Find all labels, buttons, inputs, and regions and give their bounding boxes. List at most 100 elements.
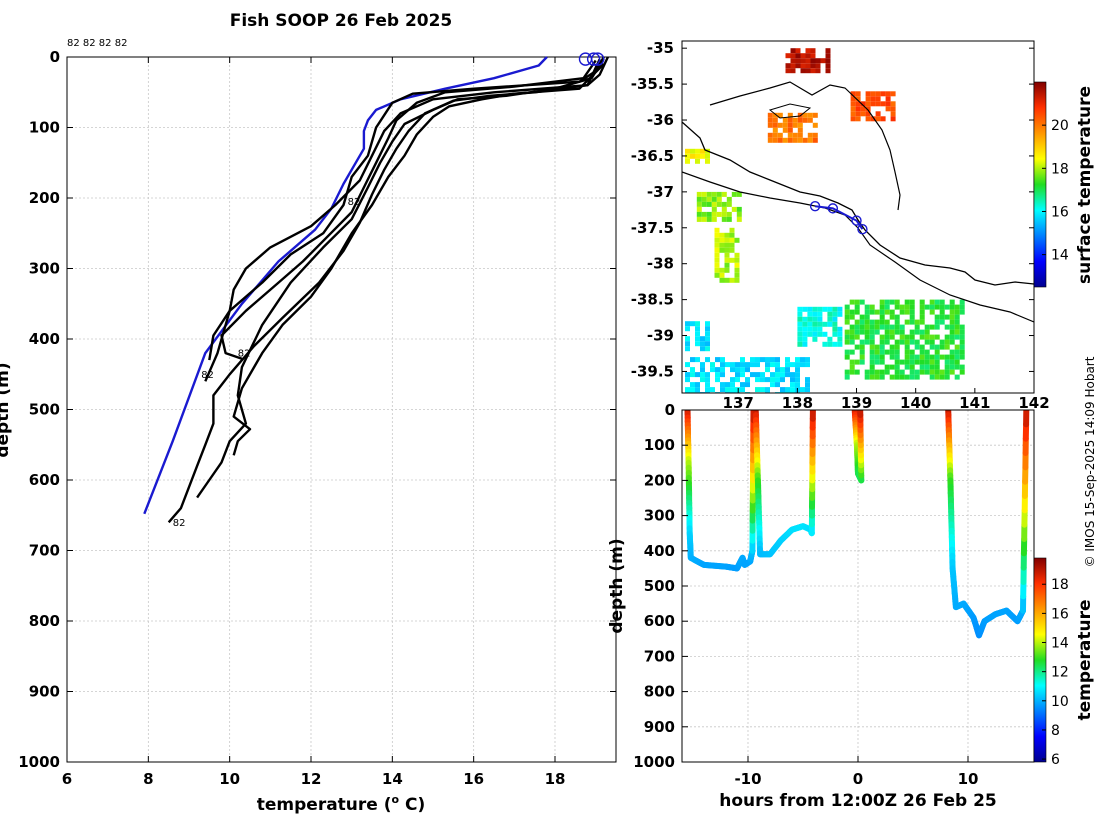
sst-cell xyxy=(904,344,910,350)
sst-cell xyxy=(865,111,871,117)
sst-cell xyxy=(795,58,801,64)
sst-cell xyxy=(785,63,791,69)
sst-cell xyxy=(736,216,742,222)
sst-cell xyxy=(797,122,803,128)
sst-cell xyxy=(854,369,860,375)
profile-panel: 6 8 10 12 14 16 18 0 100 200 300 400 500 600 700 800 90… xyxy=(0,38,617,815)
lat-tick-label--39.5: -39.5 xyxy=(631,362,674,380)
sst-cell xyxy=(874,354,880,360)
sst-cell xyxy=(802,306,808,312)
sst-cell xyxy=(924,354,930,360)
sst-cell xyxy=(864,339,870,345)
sst-cell xyxy=(775,377,780,383)
sst-cell xyxy=(765,367,770,373)
chart-title: Fish SOOP 26 Feb 2025 xyxy=(230,11,453,31)
y-tick-label-900: 900 xyxy=(29,683,60,701)
sst-cell xyxy=(864,329,870,335)
sst-cell xyxy=(710,367,715,373)
sst-cell xyxy=(934,364,940,370)
track-point-1 xyxy=(827,203,839,214)
lat-tick-label--37.5: -37.5 xyxy=(631,219,674,237)
sst-cell xyxy=(730,387,735,393)
sst-cell xyxy=(817,331,823,337)
sst-cell xyxy=(729,227,735,233)
sst-cell xyxy=(795,372,800,378)
sst-cell xyxy=(934,369,940,375)
sst-cell xyxy=(724,247,730,253)
sst-cell xyxy=(874,319,880,325)
sst-cell xyxy=(765,357,770,363)
sst-cell xyxy=(944,354,950,360)
sst-cell xyxy=(807,331,813,337)
sst-cell xyxy=(954,319,960,325)
sst-cell xyxy=(815,58,821,64)
sst-cell xyxy=(874,369,880,375)
sst-cell xyxy=(875,116,881,122)
sst-cell xyxy=(860,101,866,107)
sst-cell xyxy=(894,314,900,320)
sst-cell xyxy=(797,137,803,143)
sst-cell xyxy=(726,216,732,222)
sst-cell xyxy=(855,111,861,117)
sst-cell xyxy=(760,377,765,383)
sst-cell xyxy=(914,324,920,330)
sst-cell xyxy=(716,196,722,202)
sst-cell xyxy=(685,326,690,332)
sst-cell xyxy=(934,299,940,305)
sst-cell xyxy=(772,112,778,118)
sst-cell xyxy=(711,216,717,222)
profile-gridlines xyxy=(66,56,616,763)
sst-cell xyxy=(807,306,813,312)
sst-cell xyxy=(815,63,821,69)
sst-cell xyxy=(729,277,735,283)
sst-cell xyxy=(714,267,720,273)
lat-tick-label--36.5: -36.5 xyxy=(631,147,674,165)
sst-cell xyxy=(854,359,860,365)
sst-cell xyxy=(904,359,910,365)
sst-cell xyxy=(924,334,930,340)
sst-cell xyxy=(884,309,890,315)
sst-cell xyxy=(850,111,856,117)
sst-cell xyxy=(880,91,886,97)
sst-cell xyxy=(797,132,803,138)
sst-cell xyxy=(859,359,865,365)
sst-cell xyxy=(837,331,843,337)
sst-cell xyxy=(807,326,813,332)
sst-cell xyxy=(874,309,880,315)
sst-cell xyxy=(904,339,910,345)
sst-cell xyxy=(864,319,870,325)
sst-cell xyxy=(715,372,720,378)
sst-cell xyxy=(805,68,811,74)
sst-cell xyxy=(889,299,895,305)
sst-cell xyxy=(725,387,730,393)
sst-cell xyxy=(939,299,945,305)
sst-cell xyxy=(696,196,702,202)
lat-tick-label--35.5: -35.5 xyxy=(631,75,674,93)
sst-cell xyxy=(685,346,690,352)
sst-cell xyxy=(720,387,725,393)
x-tick-label-8: 8 xyxy=(143,770,153,788)
sst-cell xyxy=(949,324,955,330)
sst-cell xyxy=(865,116,871,122)
sst-cell xyxy=(812,112,818,118)
sst-cell xyxy=(949,364,955,370)
sst-cell xyxy=(844,329,850,335)
sst-cell xyxy=(889,329,895,335)
sst-cell xyxy=(870,101,876,107)
sst-cell xyxy=(865,96,871,102)
sst-cell xyxy=(919,319,925,325)
sst-cell xyxy=(879,319,885,325)
sst-cell xyxy=(787,112,793,118)
sst-cell xyxy=(919,304,925,310)
sst-cell xyxy=(855,91,861,97)
sst-cell xyxy=(884,299,890,305)
sst-cell xyxy=(822,321,828,327)
sst-cell xyxy=(740,372,745,378)
sst-cell xyxy=(740,387,745,393)
gulf-coast xyxy=(709,81,901,211)
sst-cell xyxy=(805,362,810,368)
sst-cell xyxy=(787,117,793,123)
track-point-3 xyxy=(857,224,868,235)
sst-cell xyxy=(879,374,885,380)
x-tick-label-12: 12 xyxy=(301,770,322,788)
